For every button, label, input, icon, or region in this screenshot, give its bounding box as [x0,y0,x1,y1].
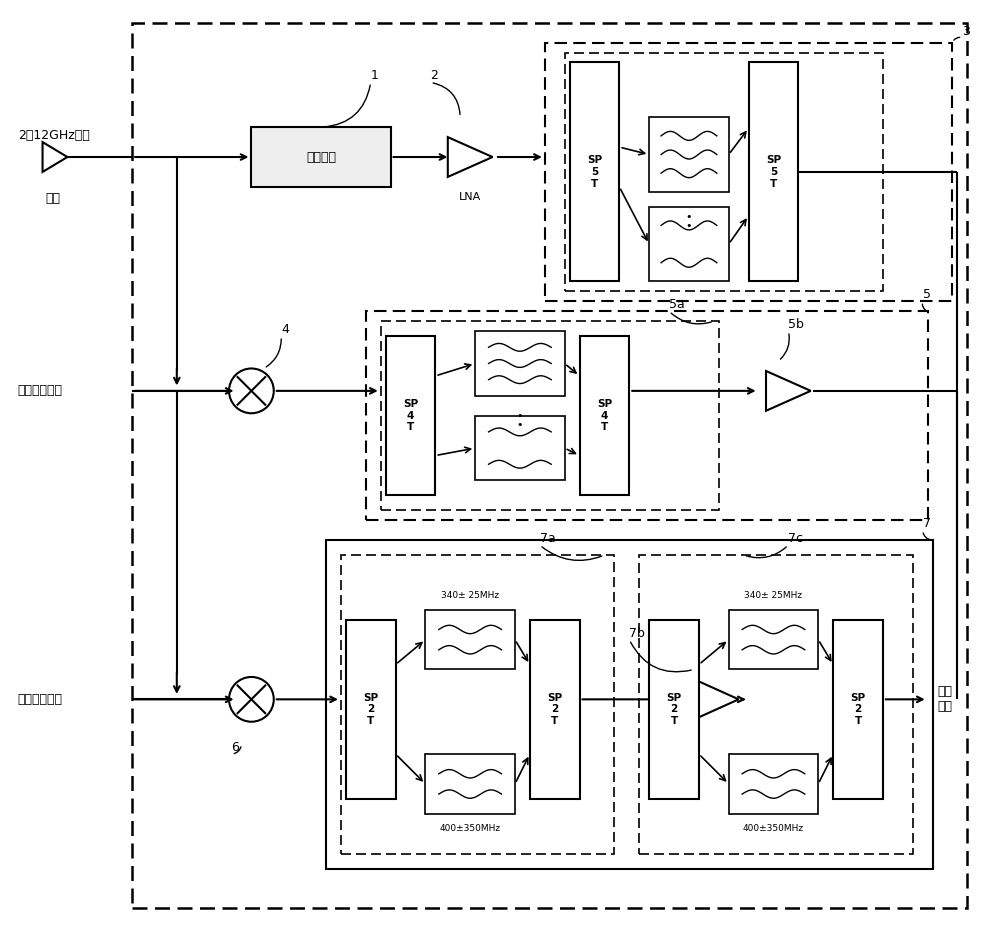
Bar [649,117,729,192]
Text: SP
2
T: SP 2 T [666,693,682,726]
Text: SP
2
T: SP 2 T [547,693,562,726]
Text: 7a: 7a [540,533,556,546]
Text: 340± 25MHz: 340± 25MHz [441,591,499,600]
Text: 4: 4 [281,323,289,336]
Text: SP
2
T: SP 2 T [850,693,866,726]
Bar [833,620,883,799]
Text: 7c: 7c [788,533,803,546]
Bar [425,610,515,669]
Bar [729,610,818,669]
Bar [530,620,580,799]
Text: 7b: 7b [629,627,645,640]
Bar [425,754,515,814]
Text: 限幅模块: 限幅模块 [306,151,336,164]
Bar [565,52,883,291]
Bar [649,620,699,799]
Text: LNA: LNA [459,192,481,202]
Bar [366,311,928,520]
Bar [580,336,629,495]
Text: SP
5
T: SP 5 T [587,155,602,189]
Text: 第一本振信号: 第一本振信号 [18,385,63,398]
Text: SP
2
T: SP 2 T [363,693,378,726]
Bar [649,207,729,281]
Bar [639,555,913,854]
Text: •
•: • • [686,211,692,231]
Bar [475,331,565,396]
Text: 3: 3 [962,24,970,37]
Text: 1: 1 [371,70,379,82]
Bar [545,43,952,302]
Text: 400±350MHz: 400±350MHz [440,824,501,832]
Text: •
•: • • [517,411,523,430]
Bar [132,22,967,909]
Bar [326,540,933,869]
Bar [729,754,818,814]
Bar [341,555,614,854]
Bar [346,620,396,799]
Text: 400±350MHz: 400±350MHz [743,824,804,832]
Text: 7: 7 [923,518,931,530]
Text: 天线: 天线 [45,192,60,205]
Bar [381,321,719,510]
Text: 6: 6 [232,741,239,754]
Text: 中频
信号: 中频 信号 [938,685,953,713]
Bar [251,128,391,187]
Text: 2: 2 [430,70,438,82]
Text: SP
4
T: SP 4 T [597,399,612,432]
Text: SP
5
T: SP 5 T [766,155,781,189]
Text: 第二本振信号: 第二本振信号 [18,693,63,706]
Text: SP
4
T: SP 4 T [403,399,418,432]
Bar [570,62,619,281]
Bar [386,336,435,495]
Text: 5b: 5b [788,318,804,331]
Text: 2～12GHz信号: 2～12GHz信号 [18,129,89,142]
Text: 340± 25MHz: 340± 25MHz [744,591,803,600]
Text: 5: 5 [923,289,931,302]
Bar [475,416,565,480]
Text: 5a: 5a [669,298,685,311]
Bar [749,62,798,281]
